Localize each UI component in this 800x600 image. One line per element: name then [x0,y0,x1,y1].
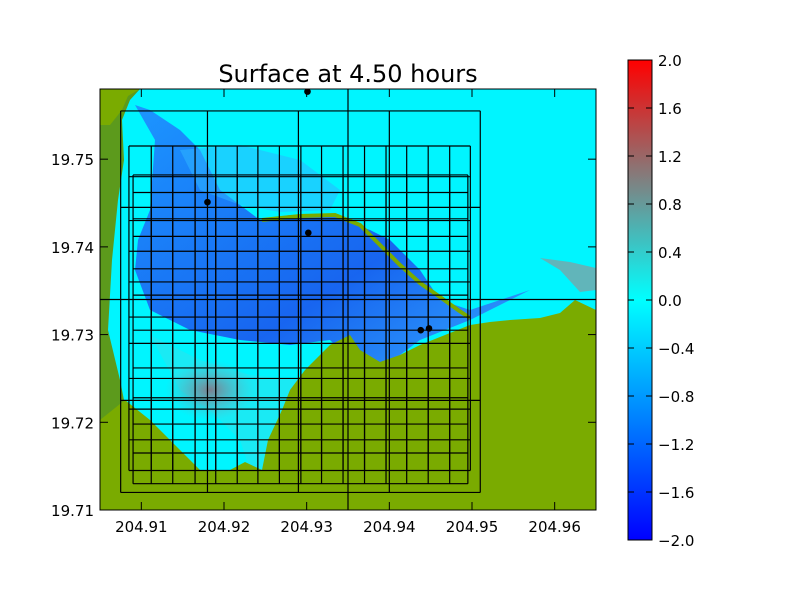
colorbar-tick-label: 1.2 [658,148,682,166]
y-tick-label: 19.71 [51,502,94,520]
colorbar-tick-label: −1.2 [658,436,694,454]
gauge-markers [204,89,433,334]
land-northwest [100,89,140,125]
plot-area [100,89,596,510]
y-tick-label: 19.74 [51,239,94,257]
colorbar-tick-label: 2.0 [658,52,682,70]
colorbar-tick-label: −2.0 [658,532,694,550]
y-tick-label: 19.75 [51,151,94,169]
x-tick-label: 204.93 [280,518,333,536]
colorbar-tick-label: −1.6 [658,484,694,502]
y-axis: 19.71 19.72 19.73 19.74 19.75 [51,151,596,520]
colorbar-tick-label: −0.4 [658,340,694,358]
deep-water-region [135,105,530,370]
colorbar-tick-label: 1.6 [658,100,682,118]
gray-water-patch [165,360,255,420]
colorbar-tick-label: 0.4 [658,244,682,262]
land-northeast-fragment [540,258,596,292]
y-tick-label: 19.72 [51,414,94,432]
x-axis: 204.91 204.92 204.93 204.94 204.95 204.96 [115,89,581,536]
x-tick-label: 204.92 [198,518,251,536]
plot-frame [99,88,597,511]
x-tick-label: 204.95 [446,518,499,536]
x-tick-label: 204.96 [528,518,581,536]
y-tick-label: 19.73 [51,327,94,345]
mid-water-region [180,145,340,212]
colorbar: 2.0 1.6 1.2 0.8 0.4 0.0 −0.4 −0.8 −1.2 −1.6 −2.0 [627,52,694,550]
gauge-marker [305,229,312,237]
gauge-marker [417,326,425,334]
gauge-marker [425,325,433,332]
sand-spit [261,212,472,320]
colorbar-ticks: 2.0 1.6 1.2 0.8 0.4 0.0 −0.4 −0.8 −1.2 −1.6 −2.0 [628,52,694,550]
x-tick-label: 204.91 [115,518,168,536]
gauge-marker [304,89,311,95]
x-tick-label: 204.94 [363,518,416,536]
chart-title: Surface at 4.50 hours [218,60,477,88]
land-west [100,89,140,510]
colorbar-tick-label: −0.8 [658,388,694,406]
colorbar-tick-label: 0.8 [658,196,682,214]
colorbar-tick-label: 0.0 [658,292,682,310]
amr-grid-lines [100,89,596,510]
gauge-marker [204,198,211,206]
